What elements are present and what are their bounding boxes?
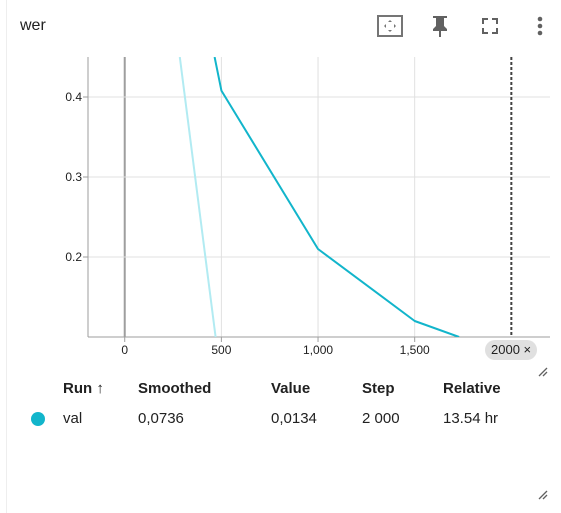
- x-tick-label: 500: [211, 343, 231, 357]
- row-run: val: [63, 410, 83, 427]
- chart-axes: [83, 57, 550, 342]
- chart-resize-handle[interactable]: [538, 364, 548, 377]
- col-header-value[interactable]: Value: [271, 380, 311, 397]
- chart-grid: [88, 57, 550, 337]
- more-menu-button[interactable]: [526, 12, 554, 40]
- pin-icon: [433, 16, 447, 37]
- fit-domain-icon: [377, 15, 403, 37]
- tick-labels: 0 500 1,000 1,500 0.2 0.3 0.4: [65, 90, 430, 357]
- row-relative: 13.54 hr: [443, 410, 499, 427]
- row-smoothed: 0,0736: [138, 410, 184, 427]
- pin-button[interactable]: [426, 12, 454, 40]
- col-header-relative[interactable]: Relative: [443, 380, 501, 397]
- fit-domain-button[interactable]: [376, 12, 404, 40]
- chart-series: [178, 57, 460, 337]
- x-tick-label: 1,500: [400, 343, 430, 357]
- fullscreen-icon: [482, 18, 498, 34]
- col-header-smoothed[interactable]: Smoothed: [138, 380, 212, 397]
- run-color-dot: [31, 412, 45, 426]
- more-vert-icon: [537, 16, 543, 36]
- x-tick-label: 0: [121, 343, 128, 357]
- col-header-run[interactable]: Run ↑: [63, 380, 104, 397]
- resize-icon: [538, 367, 548, 377]
- card-title: wer: [20, 17, 46, 34]
- col-header-step[interactable]: Step: [362, 380, 395, 397]
- row-step: 2 000: [362, 410, 400, 427]
- line-chart[interactable]: 0 500 1,000 1,500 0.2 0.3 0.4: [0, 0, 561, 370]
- y-tick-label: 0.2: [65, 250, 82, 264]
- y-tick-label: 0.4: [65, 90, 82, 104]
- y-tick-label: 0.3: [65, 170, 82, 184]
- series-line-val-raw: [178, 57, 217, 337]
- table-resize-handle[interactable]: [538, 487, 548, 500]
- series-line-val-smoothed: [213, 57, 460, 337]
- resize-icon: [538, 490, 548, 500]
- fullscreen-button[interactable]: [476, 12, 504, 40]
- row-value: 0,0134: [271, 410, 317, 427]
- x-tick-label: 1,000: [303, 343, 333, 357]
- step-cursor-chip[interactable]: 2000 ×: [485, 340, 538, 360]
